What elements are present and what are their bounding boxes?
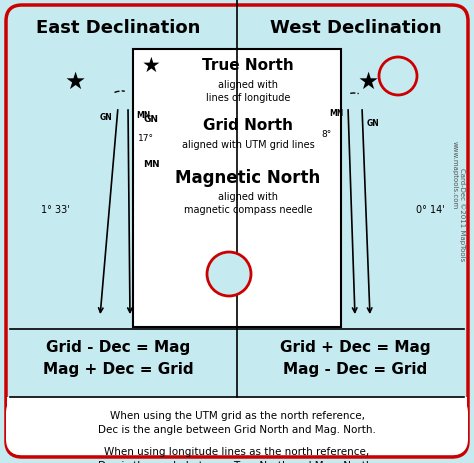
Text: aligned with UTM grid lines: aligned with UTM grid lines	[182, 140, 314, 150]
Text: 17°: 17°	[138, 134, 154, 143]
Text: GN: GN	[143, 115, 158, 124]
Text: True North: True North	[202, 58, 294, 73]
Text: aligned with
magnetic compass needle: aligned with magnetic compass needle	[184, 192, 312, 215]
Text: Dec is the angle between Grid North and Mag. North.: Dec is the angle between Grid North and …	[98, 424, 376, 434]
Text: Grid + Dec = Mag: Grid + Dec = Mag	[280, 340, 431, 355]
Text: GN: GN	[99, 113, 112, 122]
Text: Magnetic North: Magnetic North	[175, 169, 320, 187]
Text: MN: MN	[143, 160, 160, 169]
Text: www.maptools.com: www.maptools.com	[452, 141, 458, 209]
Text: ★: ★	[64, 70, 86, 94]
Text: When using the UTM grid as the north reference,: When using the UTM grid as the north ref…	[109, 410, 365, 420]
Text: ★: ★	[357, 70, 379, 94]
FancyBboxPatch shape	[6, 397, 468, 455]
Text: When using longitude lines as the north reference,: When using longitude lines as the north …	[104, 446, 370, 456]
FancyBboxPatch shape	[6, 6, 468, 457]
Text: GN: GN	[367, 119, 380, 128]
Text: East Declination: East Declination	[36, 19, 201, 37]
Text: 0° 14': 0° 14'	[416, 205, 444, 214]
Text: aligned with
lines of longitude: aligned with lines of longitude	[206, 80, 290, 103]
Text: Dec is the angle between True North and Mag. North.: Dec is the angle between True North and …	[98, 460, 376, 463]
Bar	[7, 397, 467, 413]
Text: West Declination: West Declination	[270, 19, 441, 37]
Text: 8°: 8°	[322, 130, 332, 139]
Circle shape	[379, 58, 417, 96]
Text: Grid - Dec = Mag: Grid - Dec = Mag	[46, 340, 191, 355]
Text: Card-Dec ©2011 MapTools: Card-Dec ©2011 MapTools	[459, 168, 465, 261]
Text: MN: MN	[330, 109, 344, 118]
Bar	[133, 50, 341, 327]
Text: Grid North: Grid North	[203, 118, 293, 133]
Text: MN: MN	[136, 111, 150, 120]
Circle shape	[207, 252, 251, 296]
Text: Mag + Dec = Grid: Mag + Dec = Grid	[43, 362, 194, 377]
Text: ★: ★	[142, 56, 160, 76]
Text: Mag - Dec = Grid: Mag - Dec = Grid	[283, 362, 428, 377]
Text: 1° 33': 1° 33'	[41, 205, 69, 214]
